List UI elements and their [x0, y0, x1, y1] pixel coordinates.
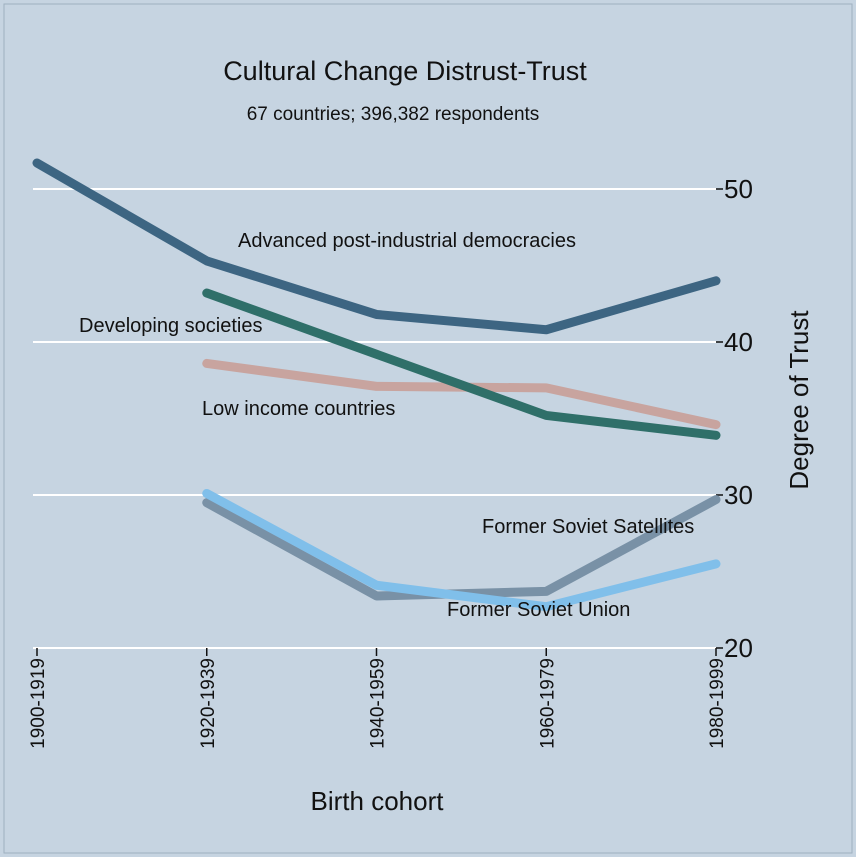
chart-subtitle: 67 countries; 396,382 respondents — [247, 104, 540, 125]
x-tick-label: 1940-1959 — [368, 658, 389, 749]
x-axis-title: Birth cohort — [311, 786, 445, 816]
series-line-0 — [32, 158, 721, 335]
x-tick-label: 1980-1999 — [707, 658, 728, 749]
y-tick-label: 40 — [724, 327, 753, 357]
chart-title: Cultural Change Distrust-Trust — [223, 56, 587, 86]
series-label: Low income countries — [202, 398, 395, 420]
x-tick-label: 1960-1979 — [537, 658, 558, 749]
x-tick-label: 1900-1919 — [28, 658, 49, 749]
series-label: Former Soviet Satellites — [482, 516, 694, 538]
y-tick-label: 50 — [724, 174, 753, 204]
x-tick-label: 1920-1939 — [198, 658, 219, 749]
series-label: Advanced post-industrial democracies — [238, 230, 576, 252]
axes: 20 30 40 50 1900-1919 1920-1939 1940-1959 1960-… — [28, 174, 753, 749]
series-lines — [32, 158, 721, 612]
y-tick-label: 20 — [724, 633, 753, 663]
series-labels: Advanced post-industrial democracies Deve… — [79, 230, 694, 621]
series-line-4 — [202, 488, 721, 612]
chart-border — [3, 3, 853, 854]
y-tick-label: 30 — [724, 480, 753, 510]
y-axis-title: Degree of Trust — [784, 310, 814, 490]
series-label: Former Soviet Union — [447, 599, 630, 621]
series-label: Developing societies — [79, 315, 262, 337]
series-line-1 — [202, 288, 721, 440]
gridlines — [33, 188, 716, 496]
